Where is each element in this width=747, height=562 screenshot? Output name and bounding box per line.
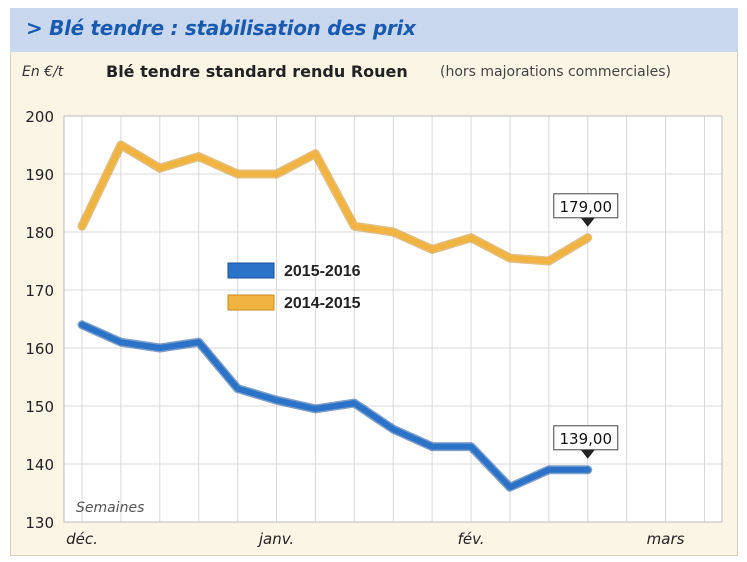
data-point	[469, 445, 473, 449]
data-point	[119, 340, 123, 344]
data-point	[508, 256, 512, 260]
data-point	[469, 236, 473, 240]
data-point	[508, 485, 512, 489]
chart-subtitle: (hors majorations commerciales)	[440, 64, 671, 80]
y-tick-label: 180	[25, 224, 54, 242]
data-point	[197, 340, 201, 344]
data-point	[391, 427, 395, 431]
data-point	[430, 247, 434, 251]
y-tick-label: 160	[25, 340, 54, 358]
data-point	[586, 236, 590, 240]
value-callout-box	[553, 193, 619, 219]
legend-label: 2014-2015	[284, 295, 361, 312]
data-point	[158, 166, 162, 170]
chart-title: Blé tendre standard rendu Rouen	[106, 62, 408, 81]
data-point	[547, 259, 551, 263]
x-tick-label: fév.	[458, 530, 485, 548]
data-point	[236, 387, 240, 391]
y-tick-label: 170	[25, 282, 54, 300]
data-point	[352, 224, 356, 228]
y-tick-label: 140	[25, 456, 54, 474]
series-line-2015-2016	[79, 321, 591, 491]
x-axis-label: Semaines	[76, 500, 144, 516]
value-callout-box	[553, 425, 619, 451]
data-point	[313, 152, 317, 156]
data-point	[80, 323, 84, 327]
data-point	[586, 468, 590, 472]
data-point	[275, 172, 279, 176]
y-tick-label: 150	[25, 398, 54, 416]
y-tick-label: 190	[25, 166, 54, 184]
y-tick-label: 130	[25, 514, 54, 532]
x-tick-label: déc.	[66, 530, 98, 548]
data-point	[275, 398, 279, 402]
data-point	[391, 230, 395, 234]
data-point	[313, 407, 317, 411]
data-point	[158, 346, 162, 350]
data-point	[197, 155, 201, 159]
data-point	[119, 143, 123, 147]
legend-swatch	[227, 262, 275, 279]
value-callout-label: 179,00	[560, 198, 613, 216]
y-axis-unit-label: En €/t	[22, 64, 64, 80]
x-tick-label: mars	[647, 530, 685, 548]
legend-swatch	[227, 294, 275, 311]
data-point	[430, 445, 434, 449]
data-point	[547, 468, 551, 472]
plot-border	[63, 115, 723, 523]
title-banner	[10, 8, 738, 52]
y-tick-label: 200	[25, 108, 54, 126]
data-point	[236, 172, 240, 176]
data-point	[80, 224, 84, 228]
legend-label: 2015-2016	[284, 263, 361, 280]
data-point	[352, 401, 356, 405]
value-callout-pointer	[580, 217, 595, 227]
series-line-2014-2015	[79, 142, 591, 264]
x-tick-label: janv.	[257, 530, 294, 548]
page-title: > Blé tendre : stabilisation des prix	[26, 16, 416, 40]
value-callout-pointer	[580, 449, 595, 459]
value-callout-label: 139,00	[560, 430, 613, 448]
